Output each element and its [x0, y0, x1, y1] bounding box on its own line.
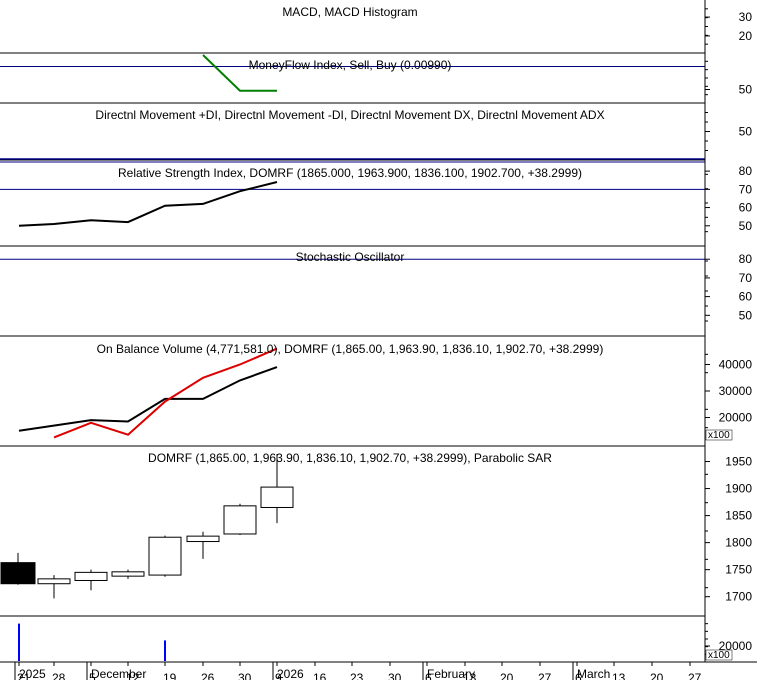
price-tick-label: 1750 [725, 563, 752, 577]
stoch-tick-label: 70 [739, 271, 753, 285]
stoch-tick-label: 80 [739, 252, 753, 266]
candle-body [74, 571, 108, 581]
panel-macd: MACD, MACD Histogram 30 20 [0, 5, 753, 54]
rsi-tick-label: 80 [739, 164, 753, 178]
candle-body [37, 578, 71, 585]
date-tick-label: 5 [89, 671, 96, 680]
volume-tick-label: 20000 [719, 639, 753, 653]
mfi-title: MoneyFlow Index, Sell, Buy (0.00990) [249, 58, 452, 72]
candle-body [260, 486, 294, 508]
panel-obv: On Balance Volume (4,771,581.0), DOMRF (… [0, 342, 753, 447]
date-tick-label: 20 [650, 671, 664, 680]
price-tick-label: 1700 [725, 590, 752, 604]
price-tick-label: 1950 [725, 455, 752, 469]
stoch-tick-label: 50 [739, 308, 753, 322]
date-tick-label: 27 [538, 671, 552, 680]
month-label: 2025 [19, 667, 46, 680]
date-tick-label: 13 [612, 671, 626, 680]
date-tick-label: 6 [575, 671, 582, 680]
date-tick-label: 6 [425, 671, 432, 680]
candle-body [223, 505, 257, 535]
month-label: December [91, 667, 146, 680]
mfi-series-line-0 [202, 54, 277, 92]
panel-dmi: Directnl Movement +DI, Directnl Movement… [0, 108, 753, 161]
obv-series-line-1 [53, 347, 278, 439]
stoch-tick-label: 60 [739, 290, 753, 304]
dmi-title: Directnl Movement +DI, Directnl Movement… [95, 108, 604, 122]
obv-suffix-box [705, 429, 733, 441]
date-axis: 21 28 5 12 19 26 30 9 16 23 30 6 13 20 27 6 13 20 27 2025 De… [0, 661, 757, 680]
month-label: March [577, 667, 610, 680]
candle-body [186, 535, 220, 543]
obv-series-line-0 [18, 366, 278, 432]
panel-rsi: Relative Strength Index, DOMRF (1865.000… [0, 164, 753, 247]
panel-price: DOMRF (1,865.00, 1,963.90, 1,836.10, 1,9… [0, 451, 752, 617]
date-tick-label: 28 [52, 671, 66, 680]
month-label: 2026 [277, 667, 304, 680]
price-tick-label: 1850 [725, 509, 752, 523]
rsi-series-line-0 [18, 181, 278, 227]
month-label: February [427, 667, 475, 680]
price-tick-label: 1800 [725, 536, 752, 550]
volume-suffix-box [705, 649, 733, 661]
date-tick-label: 9 [275, 671, 282, 680]
date-tick-label: 23 [350, 671, 364, 680]
obv-suffix-label: x100 [708, 430, 730, 441]
date-tick-label: 30 [388, 671, 402, 680]
date-tick-label: 27 [688, 671, 702, 680]
date-tick-label: 30 [238, 671, 252, 680]
date-tick-label: 19 [163, 671, 177, 680]
dmi-tick-label: 50 [739, 125, 753, 139]
rsi-tick-label: 50 [739, 219, 753, 233]
volume-suffix-label: x100 [708, 650, 730, 661]
panel-stoch: Stochastic Oscillator 80 70 60 50 [0, 250, 753, 337]
date-tick-label: 13 [463, 671, 477, 680]
price-tick-label: 1900 [725, 482, 752, 496]
panel-mfi: MoneyFlow Index, Sell, Buy (0.00990) 50 [0, 54, 753, 104]
date-tick-label: 21 [17, 671, 31, 680]
mfi-tick-label: 50 [739, 83, 753, 97]
rsi-title: Relative Strength Index, DOMRF (1865.000… [118, 166, 582, 180]
candle-body [111, 571, 145, 577]
macd-tick-label: 20 [739, 29, 753, 43]
candle-body [148, 536, 182, 576]
price-title: DOMRF (1,865.00, 1,963.90, 1,836.10, 1,9… [148, 451, 552, 465]
date-tick-label: 26 [201, 671, 215, 680]
rsi-tick-label: 60 [739, 201, 753, 215]
date-tick-label: 12 [126, 671, 140, 680]
macd-tick-label: 30 [739, 10, 753, 24]
stoch-title: Stochastic Oscillator [296, 250, 405, 264]
rsi-tick-label: 70 [739, 182, 753, 196]
date-tick-label: 20 [500, 671, 514, 680]
date-tick-label: 16 [313, 671, 327, 680]
obv-tick-label: 40000 [719, 358, 753, 372]
obv-tick-label: 30000 [719, 384, 753, 398]
candle-body [0, 562, 36, 585]
obv-tick-label: 20000 [719, 411, 753, 425]
obv-title: On Balance Volume (4,771,581.0), DOMRF (… [97, 342, 604, 356]
macd-title: MACD, MACD Histogram [282, 5, 417, 19]
